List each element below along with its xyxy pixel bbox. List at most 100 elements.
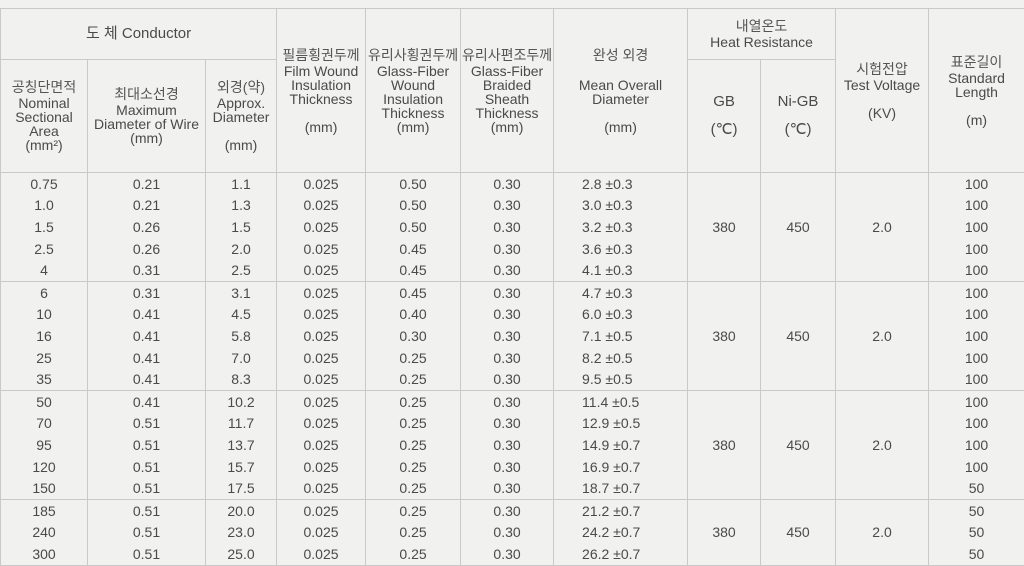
overall-diameter-cell: 14.9 ±0.7 — [554, 434, 688, 456]
length-cell: 100 — [929, 259, 1024, 281]
film-thickness-cell: 0.025 — [277, 522, 366, 544]
overall-diameter-cell: 2.8 ±0.3 — [554, 173, 688, 195]
approx-diameter-cell: 3.1 — [206, 281, 277, 303]
area-cell: 50 — [1, 390, 88, 412]
approx-diameter-cell: 1.5 — [206, 216, 277, 238]
overall-diameter-cell: 9.5 ±0.5 — [554, 368, 688, 390]
approx-diameter-cell: 4.5 — [206, 304, 277, 326]
approx-diameter-cell: 15.7 — [206, 456, 277, 478]
overall-diameter-cell: 11.4 ±0.5 — [554, 390, 688, 412]
length-cell: 100 — [929, 195, 1024, 217]
approx-diameter-cell: 13.7 — [206, 434, 277, 456]
gf-braid-thickness-cell: 0.30 — [461, 238, 554, 260]
nigb-header: Ni-GB(℃) — [761, 60, 836, 173]
area-cell: 16 — [1, 325, 88, 347]
gf-wound-thickness-cell: 0.25 — [366, 368, 461, 390]
gf-wound-thickness-cell: 0.25 — [366, 456, 461, 478]
overall-diameter-cell: 3.2 ±0.3 — [554, 216, 688, 238]
film-thickness-cell: 0.025 — [277, 543, 366, 565]
length-cell: 100 — [929, 304, 1024, 326]
gf-wound-thickness-cell: 0.25 — [366, 543, 461, 565]
gf-wound-thickness-cell: 0.40 — [366, 304, 461, 326]
gf-wound-thickness-cell: 0.50 — [366, 195, 461, 217]
gb-header: GB(℃) — [688, 60, 761, 173]
max-diameter-cell: 0.51 — [88, 456, 206, 478]
overall-diameter-cell: 26.2 ±0.7 — [554, 543, 688, 565]
max-diameter-cell: 0.41 — [88, 368, 206, 390]
max-diameter-cell: 0.51 — [88, 522, 206, 544]
length-cell: 100 — [929, 368, 1024, 390]
max-diameter-cell: 0.31 — [88, 281, 206, 303]
gf-braid-thickness-cell: 0.30 — [461, 216, 554, 238]
gf-braid-thickness-cell: 0.30 — [461, 477, 554, 499]
gf-braid-thickness-cell: 0.30 — [461, 434, 554, 456]
gb-cell: 380 — [688, 499, 761, 565]
gf-braid-thickness-cell: 0.30 — [461, 368, 554, 390]
gf-wound-thickness-cell: 0.50 — [366, 173, 461, 195]
max-diameter-cell: 0.41 — [88, 390, 206, 412]
gf-braid-thickness-cell: 0.30 — [461, 281, 554, 303]
max-diameter-cell: 0.41 — [88, 304, 206, 326]
film-thickness-cell: 0.025 — [277, 304, 366, 326]
max-diameter-cell: 0.51 — [88, 413, 206, 435]
length-cell: 50 — [929, 522, 1024, 544]
approx-diameter-cell: 8.3 — [206, 368, 277, 390]
length-cell: 50 — [929, 477, 1024, 499]
length-cell: 100 — [929, 413, 1024, 435]
approx-diameter-cell: 1.1 — [206, 173, 277, 195]
nigb-cell: 450 — [761, 499, 836, 565]
gf-wound-thickness-cell: 0.45 — [366, 281, 461, 303]
area-cell: 6 — [1, 281, 88, 303]
overall-diameter-cell: 7.1 ±0.5 — [554, 325, 688, 347]
nigb-cell: 450 — [761, 281, 836, 390]
area-cell: 240 — [1, 522, 88, 544]
film-thickness-cell: 0.025 — [277, 368, 366, 390]
area-cell: 70 — [1, 413, 88, 435]
overall-diameter-cell: 12.9 ±0.5 — [554, 413, 688, 435]
gb-cell: 380 — [688, 173, 761, 282]
gf-braid-thickness-cell: 0.30 — [461, 325, 554, 347]
approx-diameter-cell: 17.5 — [206, 477, 277, 499]
gf-wound-thickness-cell: 0.45 — [366, 259, 461, 281]
approx-diameter-cell: 20.0 — [206, 499, 277, 521]
film-thickness-cell: 0.025 — [277, 238, 366, 260]
film-thickness-cell: 0.025 — [277, 477, 366, 499]
gf-wound-thickness-cell: 0.25 — [366, 499, 461, 521]
gf-braid-thickness-cell: 0.30 — [461, 522, 554, 544]
length-cell: 100 — [929, 434, 1024, 456]
gf-braid-thickness-cell: 0.30 — [461, 195, 554, 217]
approx-header: 외경(약)Approx. Diameter(mm) — [206, 60, 277, 173]
length-cell: 50 — [929, 499, 1024, 521]
gf-wound-thickness-cell: 0.25 — [366, 522, 461, 544]
area-cell: 25 — [1, 347, 88, 369]
kv-cell: 2.0 — [836, 281, 929, 390]
gf-braid-thickness-cell: 0.30 — [461, 259, 554, 281]
max-diameter-cell: 0.41 — [88, 347, 206, 369]
max-diameter-cell: 0.51 — [88, 434, 206, 456]
gf-wound-thickness-cell: 0.50 — [366, 216, 461, 238]
gf-wound-thickness-cell: 0.25 — [366, 434, 461, 456]
film-thickness-cell: 0.025 — [277, 259, 366, 281]
kv-cell: 2.0 — [836, 173, 929, 282]
approx-diameter-cell: 25.0 — [206, 543, 277, 565]
nigb-cell: 450 — [761, 390, 836, 499]
max-diameter-cell: 0.26 — [88, 216, 206, 238]
max-diameter-cell: 0.26 — [88, 238, 206, 260]
film-thickness-cell: 0.025 — [277, 413, 366, 435]
overall-diameter-cell: 24.2 ±0.7 — [554, 522, 688, 544]
length-cell: 100 — [929, 325, 1024, 347]
approx-diameter-cell: 23.0 — [206, 522, 277, 544]
area-cell: 0.75 — [1, 173, 88, 195]
overall-diameter-cell: 16.9 ±0.7 — [554, 456, 688, 478]
area-cell: 95 — [1, 434, 88, 456]
film-thickness-cell: 0.025 — [277, 456, 366, 478]
